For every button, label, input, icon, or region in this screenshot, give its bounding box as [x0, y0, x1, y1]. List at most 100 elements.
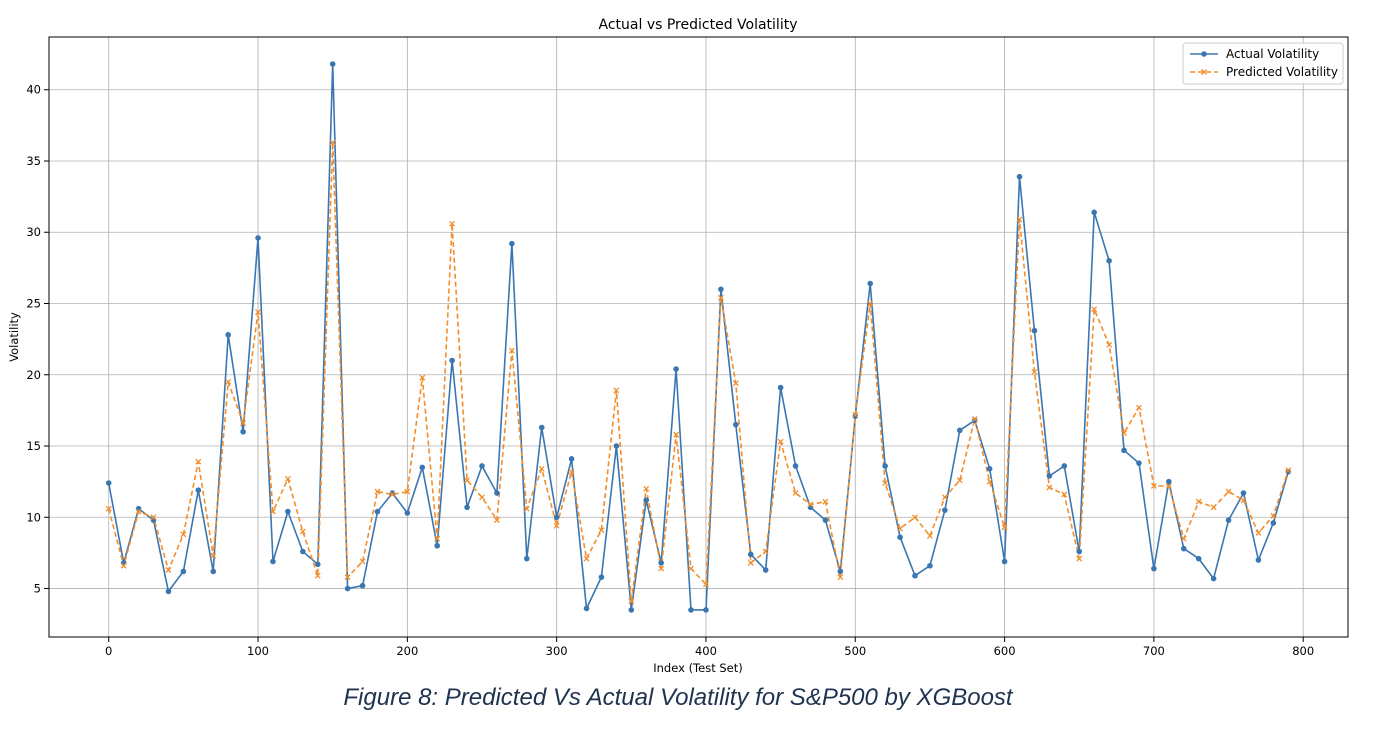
- predicted-point: [941, 494, 948, 501]
- predicted-point: [240, 420, 247, 427]
- actual-point: [1091, 209, 1097, 216]
- actual-point: [762, 567, 769, 573]
- predicted-point: [434, 535, 441, 542]
- actual-point: [1270, 520, 1277, 526]
- actual-point: [449, 357, 455, 364]
- actual-point: [464, 504, 470, 511]
- actual-point: [837, 568, 844, 575]
- actual-point: [1106, 257, 1112, 264]
- actual-point: [598, 574, 605, 580]
- actual-point: [434, 542, 441, 549]
- actual-point: [479, 463, 485, 469]
- x-axis-label: Index (Test Set): [653, 661, 742, 675]
- predicted-point: [359, 558, 366, 565]
- predicted-point: [986, 478, 993, 485]
- x-tick-label: 100: [247, 644, 269, 658]
- actual-point: [1166, 478, 1172, 485]
- predicted-point: [568, 468, 575, 475]
- predicted-point: [971, 415, 978, 422]
- actual-volatility-line: [107, 63, 1290, 611]
- actual-point: [747, 551, 754, 558]
- predicted-point: [1076, 555, 1083, 562]
- actual-point: [285, 508, 291, 515]
- actual-point: [1285, 468, 1292, 475]
- actual-point: [1240, 490, 1247, 496]
- actual-point: [718, 286, 724, 293]
- predicted-point: [777, 438, 784, 445]
- legend-box: [1182, 42, 1344, 85]
- predicted-point: [1091, 306, 1098, 313]
- predicted-point: [792, 490, 799, 497]
- predicted-point: [165, 567, 172, 573]
- actual-point: [956, 427, 963, 434]
- predicted-point: [479, 494, 485, 501]
- predicted-point: [1136, 404, 1142, 411]
- actual-point: [822, 517, 829, 523]
- predicted-point: [1165, 482, 1172, 489]
- actual-point: [225, 332, 231, 338]
- predicted-point: [867, 300, 874, 307]
- actual-point: [1031, 327, 1038, 334]
- predicted-point: [225, 378, 232, 385]
- actual-point: [329, 61, 336, 67]
- predicted-point: [658, 565, 665, 572]
- actual-point: [867, 280, 874, 287]
- actual-point: [1136, 460, 1142, 466]
- y-tick-label: 40: [26, 83, 41, 97]
- predicted-point: [464, 477, 471, 484]
- actual-point: [210, 568, 217, 575]
- predicted-volatility-line: [107, 141, 1290, 603]
- predicted-point: [329, 139, 336, 146]
- predicted-point: [1150, 482, 1157, 489]
- predicted-point: [180, 531, 187, 538]
- predicted-point: [1225, 488, 1232, 495]
- actual-point: [105, 480, 112, 486]
- actual-point: [703, 607, 709, 613]
- actual-point: [180, 568, 187, 575]
- predicted-point: [912, 514, 918, 521]
- actual-point: [1016, 173, 1023, 180]
- actual-point: [688, 607, 694, 613]
- x-tick-label: 800: [1292, 644, 1314, 658]
- predicted-point: [553, 522, 560, 529]
- actual-point: [1195, 555, 1202, 562]
- predicted-point: [523, 505, 530, 512]
- chart: Actual vs Predicted Volatility 0 100 200 30…: [7, 17, 1349, 675]
- predicted-point: [732, 380, 739, 387]
- actual-point: [733, 421, 739, 428]
- predicted-point: [419, 374, 426, 381]
- actual-point: [1180, 545, 1187, 552]
- predicted-point: [1031, 368, 1038, 375]
- actual-point: [1210, 575, 1217, 582]
- actual-point: [1151, 565, 1157, 572]
- x-tick-label: 300: [546, 644, 568, 658]
- predicted-point: [1270, 512, 1277, 519]
- predicted-point: [508, 347, 515, 354]
- axis-ticks: 0 100 200 300 400 500 600 700 800 5 10 15 20 25 30 35 40: [26, 83, 1314, 658]
- actual-point: [583, 605, 590, 612]
- actual-point: [628, 607, 635, 613]
- y-tick-label: 15: [26, 439, 41, 453]
- actual-point: [912, 572, 918, 579]
- predicted-point: [1016, 216, 1023, 223]
- actual-point: [1255, 557, 1262, 563]
- x-tick-label: 700: [1143, 644, 1165, 658]
- actual-point: [255, 235, 261, 241]
- predicted-point: [1121, 430, 1127, 437]
- predicted-point: [389, 491, 396, 498]
- actual-point: [1121, 447, 1127, 454]
- actual-point: [882, 463, 888, 469]
- grid-lines: [49, 37, 1348, 637]
- chart-title: Actual vs Predicted Volatility: [599, 17, 798, 33]
- legend-actual-marker: [1201, 51, 1207, 57]
- x-tick-label: 500: [844, 644, 866, 658]
- actual-point: [389, 490, 396, 496]
- predicted-point: [688, 565, 694, 572]
- actual-point: [344, 585, 351, 592]
- actual-point: [538, 424, 545, 431]
- actual-point: [673, 366, 679, 372]
- series-layer: [105, 61, 1292, 613]
- actual-point: [300, 548, 306, 555]
- legend-predicted-label: Predicted Volatility: [1226, 65, 1338, 79]
- actual-point: [613, 443, 620, 449]
